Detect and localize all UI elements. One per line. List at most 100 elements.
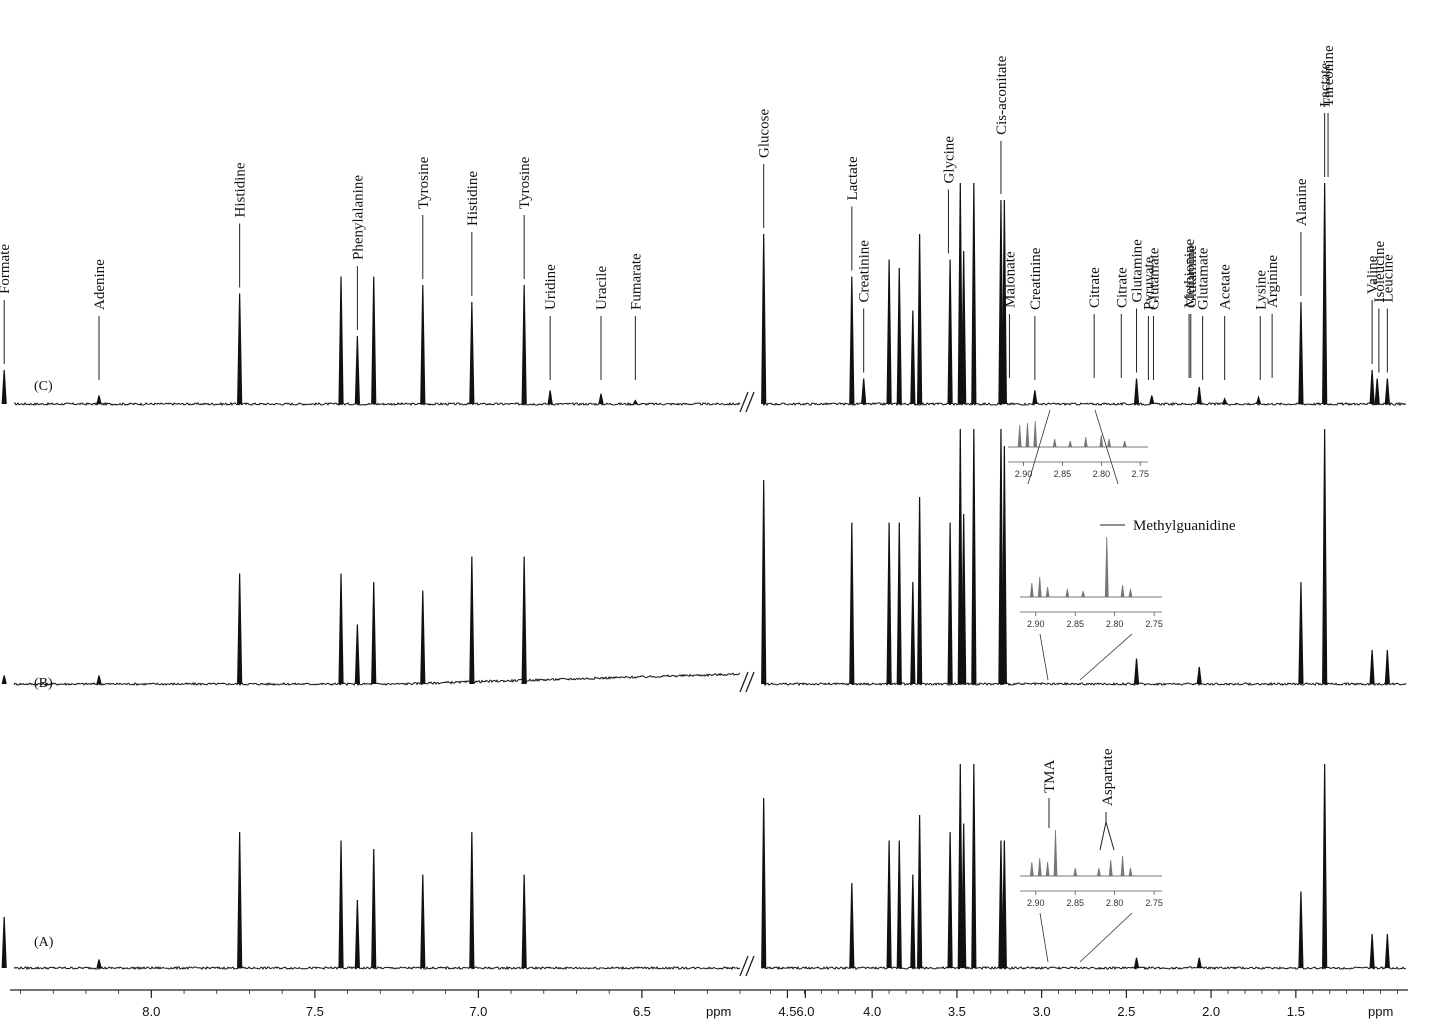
x-tick-label: 4.0 bbox=[863, 1004, 881, 1019]
trace-label-b: (B) bbox=[34, 676, 53, 691]
spectrum-peak bbox=[947, 831, 953, 969]
spectrum-peak bbox=[1369, 369, 1375, 405]
annotation: Creatinine bbox=[857, 240, 873, 373]
spectrum-peak bbox=[910, 310, 916, 405]
annotation: Citrate bbox=[1087, 267, 1103, 378]
spectrum-peak bbox=[917, 496, 923, 685]
annotation: Tyrosine bbox=[517, 156, 533, 279]
inset-tick-label: 2.75 bbox=[1145, 898, 1163, 908]
spectrum-peak bbox=[1369, 933, 1375, 969]
annotation: Lysine bbox=[1253, 270, 1269, 380]
spectrum-peak bbox=[971, 428, 977, 685]
annotation: Cis-aconitate bbox=[994, 55, 1010, 194]
spectrum-peak bbox=[1133, 658, 1140, 685]
spectrum-peak bbox=[886, 522, 892, 685]
spectrum-peak bbox=[96, 395, 102, 405]
x-tick-label: 2.0 bbox=[1202, 1004, 1220, 1019]
spectrum-peak bbox=[338, 276, 344, 405]
annotation: Formate bbox=[0, 244, 13, 364]
axis-break-mark bbox=[739, 391, 749, 413]
trace-label-a: (A) bbox=[34, 935, 54, 950]
annotation: Isoleucine bbox=[1372, 241, 1388, 373]
annotation-label: Threonine bbox=[1321, 45, 1337, 107]
spectrum-peak bbox=[1032, 390, 1038, 405]
inset-tick-label: 2.75 bbox=[1131, 469, 1149, 479]
spectrum-peak bbox=[896, 522, 902, 685]
inset-peak bbox=[1108, 859, 1113, 877]
annotation: Creatinine bbox=[1028, 247, 1044, 380]
trace-baseline bbox=[14, 401, 741, 407]
spectrum-peak bbox=[1149, 395, 1155, 405]
spectrum-peak bbox=[521, 556, 527, 685]
inset-peak bbox=[1053, 829, 1058, 877]
inset-connector bbox=[1027, 409, 1051, 485]
peak-annotations: Formate Adenine Histidine Phenylalanine Tyro… bbox=[0, 45, 1396, 380]
annotation: Lactate bbox=[1318, 63, 1334, 177]
x-tick-label: 4.5 bbox=[778, 1004, 796, 1019]
annotation-label: Valine bbox=[1365, 255, 1381, 294]
spectrum-peak bbox=[354, 899, 360, 969]
inset-peak bbox=[1052, 438, 1057, 448]
inset-peak bbox=[1099, 434, 1104, 448]
inset-peak bbox=[1120, 855, 1125, 877]
x-tick-label: 2.5 bbox=[1117, 1004, 1135, 1019]
annotation: Glucose bbox=[757, 109, 773, 228]
x-tick-label: 6.0 bbox=[796, 1004, 814, 1019]
inset-peak bbox=[1068, 440, 1073, 448]
annotation: Tyrosine bbox=[416, 156, 432, 279]
inset-tick-label: 2.90 bbox=[1027, 898, 1045, 908]
inset-0: 2.90 2.85 2.80 2.75 bbox=[1008, 409, 1149, 485]
inset-peak bbox=[1029, 582, 1034, 598]
annotation-label: Glutamate bbox=[1146, 247, 1162, 310]
spectrum-peak bbox=[1322, 428, 1328, 685]
spectrum-peak bbox=[761, 797, 767, 969]
spectrum-peak bbox=[1384, 933, 1390, 969]
spectrum-peak bbox=[961, 250, 967, 405]
spectrum-peak bbox=[961, 513, 967, 685]
annotation-label: Alanine bbox=[1294, 178, 1310, 226]
spectrum-peak bbox=[896, 840, 902, 969]
axis-break-mark bbox=[745, 671, 755, 693]
annotation-label: Fumarate bbox=[628, 253, 644, 310]
annotation-line bbox=[1105, 821, 1115, 851]
inset-peak bbox=[1017, 424, 1022, 448]
spectrum-peak bbox=[338, 573, 344, 685]
spectra-traces bbox=[1, 182, 1407, 977]
spectrum-peak bbox=[237, 573, 243, 685]
inset-tick-label: 2.85 bbox=[1066, 898, 1084, 908]
annotation: Alanine bbox=[1294, 178, 1310, 296]
annotation-label: Leucine bbox=[1380, 254, 1396, 303]
axis-break-mark bbox=[745, 955, 755, 977]
axis-unit-left: ppm bbox=[706, 1004, 731, 1019]
annotation: Uracile bbox=[594, 266, 610, 380]
inset-annotation: Methylguanidine bbox=[1100, 518, 1236, 534]
x-tick-label: 7.0 bbox=[469, 1004, 487, 1019]
spectrum-trace-2 bbox=[1, 763, 1407, 977]
x-tick-label: 3.0 bbox=[1033, 1004, 1051, 1019]
spectrum-peak bbox=[1384, 378, 1390, 405]
annotation-label: Creatinine bbox=[857, 240, 873, 303]
spectrum-peak bbox=[371, 848, 377, 969]
annotation: Glutamine bbox=[1130, 239, 1146, 373]
annotation: Fumarate bbox=[628, 253, 644, 380]
spectrum-peak bbox=[971, 763, 977, 969]
spectrum-peak bbox=[998, 840, 1004, 969]
spectrum-peak bbox=[896, 267, 902, 405]
spectrum-peak bbox=[1255, 395, 1262, 405]
spectrum-peak bbox=[1298, 891, 1304, 969]
annotation-label: Lactate bbox=[845, 156, 861, 200]
spectrum-peak bbox=[521, 284, 527, 405]
inset-connector bbox=[1094, 409, 1119, 485]
annotation-label: Lactate bbox=[1318, 63, 1334, 107]
spectrum-peak bbox=[849, 276, 855, 405]
inset-tick-label: 2.80 bbox=[1093, 469, 1111, 479]
annotation: Histidine bbox=[233, 162, 249, 288]
spectrum-peak bbox=[338, 840, 344, 969]
annotation-label: Histidine bbox=[233, 162, 249, 217]
spectrum-peak bbox=[998, 199, 1004, 405]
spectrum-peak bbox=[354, 624, 360, 685]
spectrum-peak bbox=[420, 874, 426, 969]
annotation: Methionine bbox=[1182, 239, 1198, 378]
axis-unit-right: ppm bbox=[1368, 1004, 1393, 1019]
spectrum-peak bbox=[1001, 199, 1007, 405]
